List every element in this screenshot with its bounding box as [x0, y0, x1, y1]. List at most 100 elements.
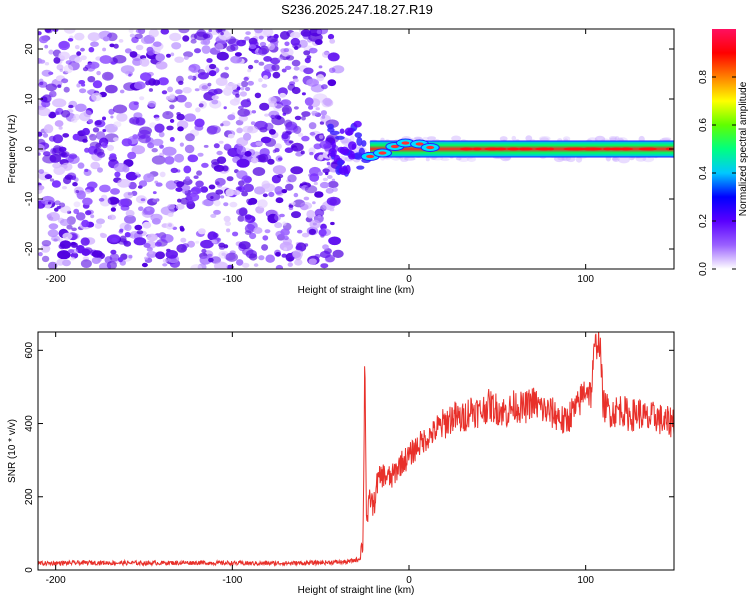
signal-band-bump-core — [415, 142, 424, 146]
heatmap-speckle — [325, 187, 334, 194]
heatmap-speckle — [184, 144, 195, 154]
heatmap-speckle — [241, 191, 249, 197]
heatmap-speckle — [83, 110, 92, 118]
snr-x-label: Height of straight line (km) — [298, 585, 415, 596]
heatmap-speckle — [62, 259, 71, 267]
heatmap-speckle — [110, 188, 120, 195]
heatmap-haze — [539, 137, 549, 142]
heatmap-speckle — [109, 43, 115, 48]
heatmap-speckle — [135, 44, 144, 51]
heatmap-speckle — [267, 43, 275, 51]
heatmap-speckle — [136, 230, 144, 235]
signal-band-hotspot — [539, 147, 551, 151]
heatmap-speckle — [146, 48, 155, 56]
heatmap-speckle — [301, 115, 306, 121]
heatmap-speckle — [86, 62, 96, 72]
heatmap-speckle — [317, 171, 323, 176]
heatmap-speckle — [254, 29, 263, 34]
heatmap-speckle — [82, 127, 90, 136]
heatmap-transition-blob — [336, 159, 345, 166]
heatmap-speckle — [134, 224, 143, 231]
heatmap-speckle — [99, 55, 113, 64]
colorbar-tick-label: 0.8 — [698, 70, 709, 84]
spectrogram-y-tick-label: 0 — [24, 146, 35, 152]
spectrogram-x-tick-label: 0 — [406, 274, 412, 285]
heatmap-transition-blob — [331, 140, 336, 150]
heatmap-speckle — [74, 56, 83, 63]
heatmap-speckle — [201, 162, 209, 168]
heatmap-speckle — [120, 65, 135, 74]
snr-y-tick-label: 200 — [24, 488, 35, 505]
snr-plot-area — [38, 332, 674, 570]
heatmap-speckle — [41, 255, 50, 263]
heatmap-speckle — [309, 151, 314, 156]
heatmap-speckle — [140, 198, 146, 202]
heatmap-speckle — [47, 201, 52, 205]
heatmap-speckle — [154, 123, 165, 133]
heatmap-speckle — [293, 106, 299, 110]
heatmap-speckle — [139, 58, 150, 67]
signal-band-hotspot — [522, 147, 533, 151]
heatmap-speckle — [236, 127, 243, 134]
heatmap-speckle — [211, 99, 219, 105]
heatmap-speckle — [274, 114, 281, 120]
heatmap-speckle — [287, 257, 293, 262]
heatmap-speckle — [149, 122, 157, 128]
heatmap-speckle — [138, 180, 148, 187]
heatmap-speckle — [300, 202, 313, 210]
heatmap-speckle — [327, 180, 339, 189]
heatmap-speckle — [134, 33, 143, 39]
heatmap-speckle — [118, 257, 124, 263]
heatmap-speckle — [38, 252, 43, 257]
heatmap-speckle — [293, 78, 299, 83]
heatmap-speckle — [111, 237, 118, 243]
snr-x-tick-label: 100 — [577, 575, 594, 586]
heatmap-speckle — [258, 255, 265, 261]
heatmap-speckle — [164, 156, 175, 165]
heatmap-speckle — [114, 171, 121, 178]
signal-band-bump-core — [366, 154, 375, 159]
heatmap-speckle — [162, 263, 168, 267]
heatmap-speckle — [257, 199, 268, 209]
heatmap-speckle — [177, 198, 182, 203]
heatmap-haze — [609, 137, 617, 142]
heatmap-speckle — [74, 32, 85, 41]
heatmap-speckle — [322, 168, 330, 174]
heatmap-speckle — [210, 196, 214, 199]
heatmap-speckle — [45, 83, 57, 92]
heatmap-speckle — [240, 99, 252, 108]
heatmap-speckle — [327, 52, 340, 62]
heatmap-speckle — [295, 245, 303, 251]
heatmap-speckle — [42, 154, 57, 164]
heatmap-speckle — [162, 258, 168, 263]
heatmap-speckle — [314, 191, 324, 198]
heatmap-speckle — [41, 69, 52, 77]
heatmap-speckle — [279, 92, 287, 98]
snr-y-axis: 0 200 400 600 — [24, 342, 674, 573]
heatmap-speckle — [275, 264, 283, 269]
heatmap-speckle — [285, 123, 299, 133]
heatmap-speckle — [224, 143, 231, 149]
heatmap-speckle — [38, 107, 51, 117]
heatmap-speckle — [84, 168, 89, 172]
heatmap-speckle — [166, 125, 174, 131]
heatmap-speckle — [248, 44, 257, 50]
heatmap-speckle — [211, 239, 218, 244]
heatmap-haze — [350, 135, 355, 142]
heatmap-speckle — [113, 43, 119, 49]
heatmap-speckle — [206, 125, 221, 135]
heatmap-speckle — [91, 250, 103, 258]
heatmap-speckle — [227, 114, 236, 121]
heatmap-speckle — [284, 41, 290, 47]
heatmap-speckle — [160, 29, 170, 35]
heatmap-speckle — [308, 32, 323, 43]
spectrogram-x-tick-label: -200 — [46, 274, 66, 285]
heatmap-speckle — [118, 39, 124, 43]
heatmap-speckle — [218, 140, 224, 144]
heatmap-speckle — [145, 80, 151, 86]
heatmap-speckle — [119, 235, 127, 243]
heatmap-speckle — [322, 97, 333, 106]
heatmap-speckle — [241, 262, 250, 268]
heatmap-speckle — [174, 56, 185, 63]
heatmap-speckle — [102, 116, 106, 121]
